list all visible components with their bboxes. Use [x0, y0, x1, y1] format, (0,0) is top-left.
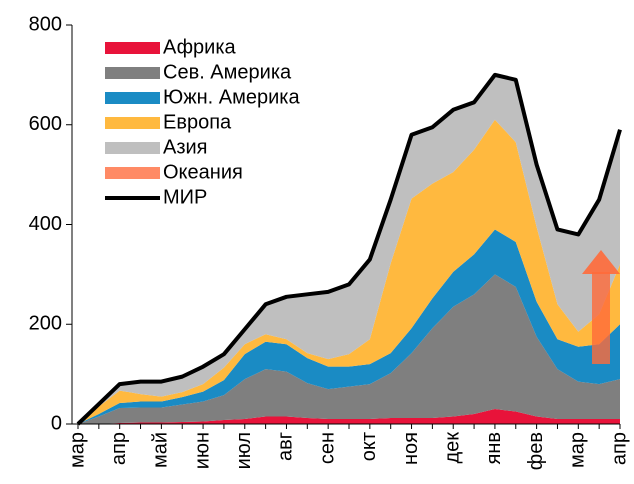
legend-swatch	[105, 167, 160, 179]
x-tick-label: сен	[316, 432, 338, 464]
y-tick-label: 0	[51, 412, 62, 434]
legend-label: МИР	[163, 186, 207, 208]
x-tick-label: дек	[442, 432, 464, 464]
legend-swatch	[105, 92, 160, 104]
y-tick-label: 800	[29, 13, 62, 35]
legend-swatch	[105, 42, 160, 54]
x-tick-label: ноя	[400, 432, 422, 465]
y-tick-label: 400	[29, 213, 62, 235]
legend-label: Азия	[163, 136, 208, 158]
area-segment	[78, 409, 620, 424]
arrow-annotation	[582, 250, 620, 364]
legend-swatch	[105, 117, 160, 129]
arrow-head	[582, 250, 620, 274]
legend-swatch	[105, 142, 160, 154]
legend-label: Океания	[163, 161, 243, 183]
legend-label: Африка	[163, 36, 237, 58]
plot-area	[76, 72, 622, 426]
legend-label: Европа	[163, 111, 232, 133]
x-tick-label: май	[150, 432, 172, 468]
world-line	[76, 72, 622, 426]
area-segment	[78, 274, 620, 424]
x-tick-label: апр	[108, 432, 130, 465]
y-tick-label: 200	[29, 313, 62, 335]
x-tick-label: мар	[66, 432, 88, 468]
arrow-shaft	[592, 272, 610, 364]
x-tick-label: окт	[358, 432, 380, 461]
legend-swatch	[105, 67, 160, 79]
legend-label: Сев. Америка	[163, 61, 292, 83]
x-tick-label: фев	[525, 432, 547, 470]
y-tick-label: 600	[29, 113, 62, 135]
area-segment	[78, 229, 620, 424]
x-tick-label: июл	[233, 432, 255, 469]
x-tick-label: авг	[275, 432, 297, 461]
x-tick-label: янв	[483, 432, 505, 465]
area-segment	[78, 119, 620, 424]
x-tick-label: апр	[608, 432, 630, 465]
area-segment	[78, 74, 620, 424]
x-tick-label: июн	[191, 432, 213, 469]
legend-label: Южн. Америка	[163, 86, 300, 108]
x-tick-label: мар	[567, 432, 589, 468]
